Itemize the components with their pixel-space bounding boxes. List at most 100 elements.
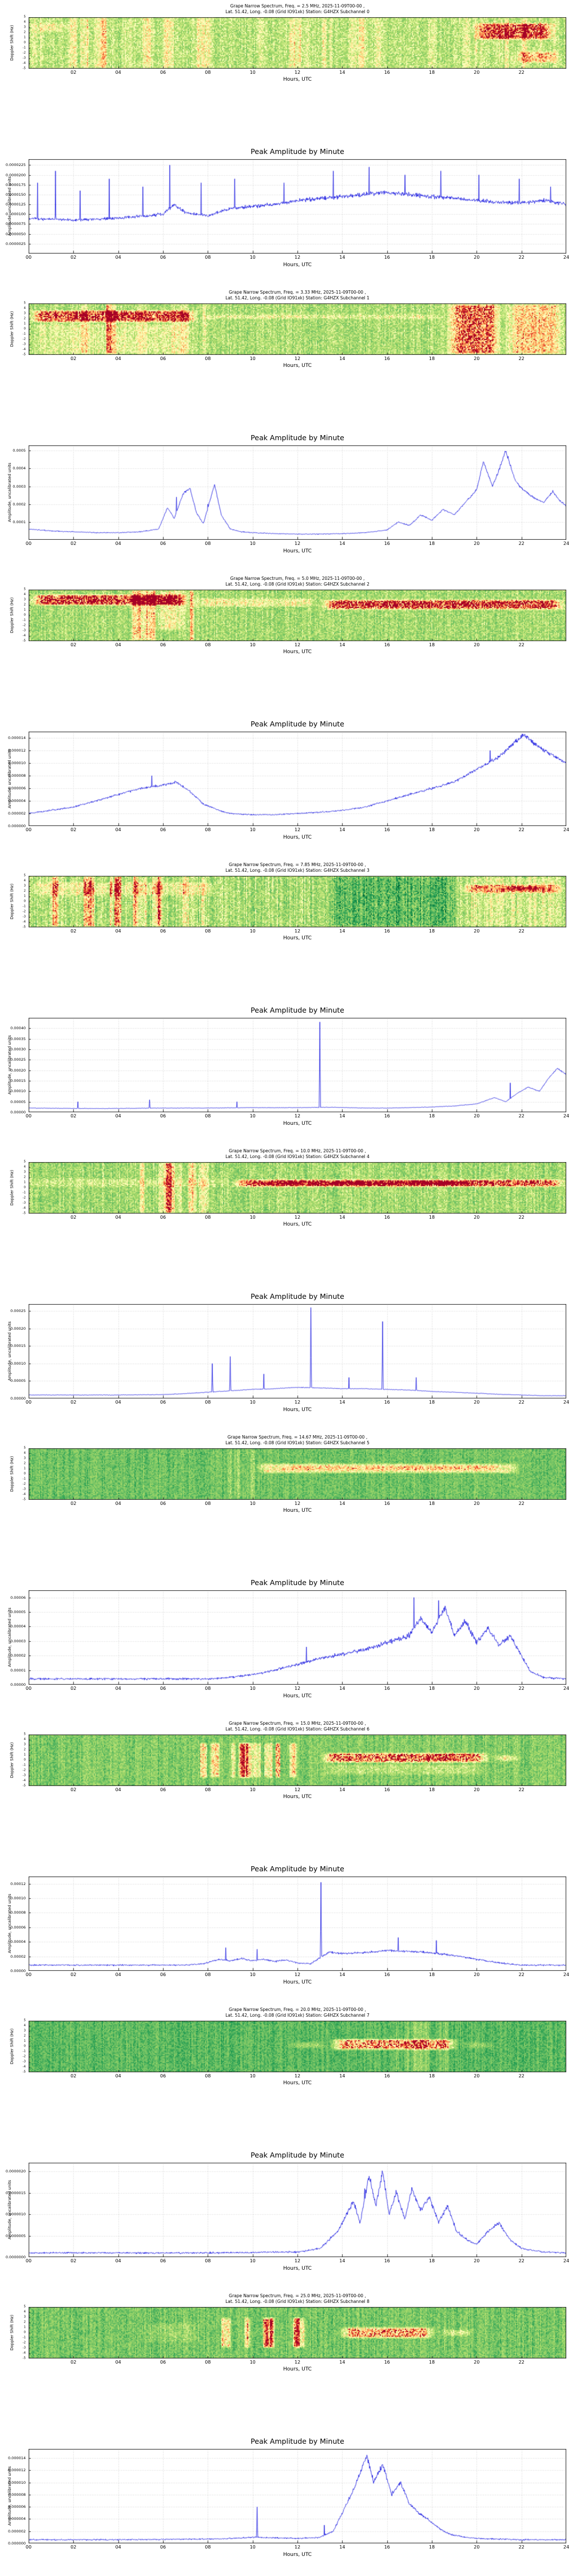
spectrogram-title-line1: Grape Narrow Spectrum, Freq. = 5.0 MHz, … [230,576,365,581]
amplitude-xtick-label: 22 [518,1972,525,1977]
spectrogram-xtick-label: 20 [474,929,480,934]
spectrogram-title: Grape Narrow Spectrum, Freq. = 5.0 MHz, … [29,576,566,587]
doppler-tick-label: -1 [22,46,26,50]
spectrogram-xtick-labels: 02 04 06 08 10 12 14 16 18 20 22 [29,643,566,649]
amplitude-tick-label: 0.00005 [10,1378,26,1384]
amplitude-xtick-label: 14 [339,1686,345,1691]
amplitude-tick-labels: 0.00000 0.00005 0.00010 0.00015 0.00020 0.000… [0,1304,27,1400]
amplitude-xtick-label: 12 [294,2258,301,2263]
subchannel-section: Grape Narrow Spectrum, Freq. = 5.0 MHz, … [0,572,572,859]
amplitude-tick-label: 0.0005 [13,448,26,453]
spectrogram-xtick-label: 18 [428,929,435,934]
amplitude-xtick-label: 22 [518,1400,525,1405]
amplitude-xtick-label: 08 [205,2258,211,2263]
doppler-tick-label: 1 [23,35,26,39]
amplitude-xtick-label: 22 [518,827,525,832]
spectrogram-xtick-label: 02 [70,1215,77,1220]
amplitude-tick-label: 0.00008 [10,1910,26,1915]
doppler-tick-label: 3 [23,2029,26,2033]
spectrogram-title-line1: Grape Narrow Spectrum, Freq. = 2.5 MHz, … [230,3,365,9]
spectrogram-xtick-labels: 02 04 06 08 10 12 14 16 18 20 22 [29,1215,566,1221]
amplitude-xtick-label: 20 [474,827,480,832]
doppler-tick-label: 2 [23,317,26,321]
doppler-tick-label: -1 [22,1191,26,1195]
amplitude-xtick-label: 00 [25,255,32,260]
spectrogram-xtick-label: 08 [205,70,211,75]
spectrogram-title-line1: Grape Narrow Spectrum, Freq. = 7.85 MHz,… [229,862,366,867]
amplitude-xtick-labels: 00 02 04 06 08 10 12 14 16 18 20 22 24 [26,827,570,833]
doppler-tick-label: 1 [23,1753,26,1757]
doppler-tick-label: 5 [23,587,26,591]
amplitude-xaxis-label: Hours, UTC [283,1980,312,1985]
amplitude-xtick-label: 16 [384,2545,390,2550]
doppler-tick-label: 1 [23,894,26,898]
spectrogram-xtick-label: 06 [160,2360,166,2365]
amplitude-xtick-label: 24 [563,541,570,546]
amplitude-xtick-label: 12 [294,255,301,260]
spectrogram-xtick-label: 20 [474,70,480,75]
amplitude-tick-label: 0.000014 [7,2455,26,2460]
spectrogram-xtick-label: 14 [339,70,345,75]
doppler-tick-label: -5 [22,1498,26,1502]
amplitude-xtick-label: 08 [205,2545,211,2550]
amplitude-tick-label: 0.00020 [10,1068,26,1073]
amplitude-xtick-label: 14 [339,827,345,832]
amplitude-xtick-labels: 00 02 04 06 08 10 12 14 16 18 20 22 24 [26,2545,569,2551]
amplitude-tick-labels: 0.0000000 0.0000005 0.0000010 0.0000015 0.00… [0,2163,27,2259]
amplitude-xtick-label: 20 [474,1686,480,1691]
amplitude-tick-labels: 0.00000 0.00005 0.00010 0.00015 0.00020 0.000… [0,1018,27,1114]
amplitude-tick-label: 0.00002 [10,1653,26,1658]
amplitude-tick-label: 0.0002 [13,501,26,507]
spectrogram-xtick-label: 18 [428,70,435,75]
spectrogram-xtick-label: 18 [428,642,435,647]
subchannel-section: Grape Narrow Spectrum, Freq. = 7.85 MHz,… [0,859,572,1145]
spectrogram-xtick-label: 22 [518,1787,525,1792]
spectrogram-figure: Grape Narrow Spectrum, Freq. = 2.5 MHz, … [0,0,572,143]
spectrogram-xtick-label: 22 [518,356,525,361]
doppler-tick-label: -3 [22,915,26,919]
doppler-tick-label: -4 [22,347,26,351]
subchannel-section: Grape Narrow Spectrum, Freq. = 14.67 MHz… [0,1431,572,1717]
subchannel-section: Grape Narrow Spectrum, Freq. = 20.0 MHz,… [0,2004,572,2290]
spectrogram-title-line2: Lat. 51.42, Long. -0.08 (Grid IO91xk) St… [225,1154,370,1160]
amplitude-tick-label: 0.00010 [10,1089,26,1094]
amplitude-tick-label: 0.000010 [7,2480,26,2485]
spectrogram-title-line2: Lat. 51.42, Long. -0.08 (Grid IO91xk) St… [225,868,370,874]
spectrogram-xtick-label: 12 [294,642,301,647]
spectrogram-xtick-label: 02 [70,642,77,647]
amplitude-xtick-label: 22 [518,1113,525,1119]
amplitude-figure: Peak Amplitude by Minute Amplitude, unca… [0,2433,572,2576]
amplitude-xtick-label: 18 [428,1686,435,1691]
spectrogram-title-line2: Lat. 51.42, Long. -0.08 (Grid IO91xk) St… [225,1440,370,1446]
spectrogram-xtick-labels: 02 04 06 08 10 12 14 16 18 20 22 [29,1502,566,1507]
amplitude-xtick-label: 20 [474,1400,480,1405]
doppler-tick-labels: 5 4 3 2 1 0 -1 -2 -3 -4 -5 [0,1733,27,1787]
amplitude-tick-label: 0.0000010 [5,2211,26,2217]
amplitude-xtick-label: 24 [563,827,570,832]
amplitude-xtick-label: 24 [563,1113,570,1119]
amplitude-xtick-label: 20 [474,541,480,546]
amplitude-tick-labels: 0.0001 0.0002 0.0003 0.0004 0.0005 [0,445,27,540]
spectrogram-title-line1: Grape Narrow Spectrum, Freq. = 25.0 MHz,… [229,2293,366,2298]
doppler-tick-label: 5 [23,2305,26,2309]
doppler-tick-label: 1 [23,322,26,326]
spectrogram-xtick-labels: 02 04 06 08 10 12 14 16 18 20 22 [29,2360,566,2366]
spectrogram-xtick-label: 10 [249,70,256,75]
amplitude-xtick-label: 14 [339,1400,345,1405]
amplitude-xtick-label: 04 [115,1972,121,1977]
spectrogram-xtick-label: 06 [160,929,166,934]
doppler-tick-label: 3 [23,1456,26,1460]
spectrogram-xaxis-label: Hours, UTC [283,1222,312,1227]
spectrogram-xtick-label: 02 [70,929,77,934]
amplitude-xtick-label: 16 [384,1686,390,1691]
spectrogram-xtick-label: 12 [294,929,301,934]
spectrogram-title-line1: Grape Narrow Spectrum, Freq. = 3.33 MHz,… [229,290,366,295]
amplitude-tick-label: 0.0000200 [5,172,26,177]
amplitude-xaxis-label: Hours, UTC [283,835,312,840]
spectrogram-xtick-label: 16 [384,356,390,361]
doppler-tick-label: 2 [23,603,26,607]
spectrogram-figure: Grape Narrow Spectrum, Freq. = 7.85 MHz,… [0,859,572,1002]
amplitude-xtick-label: 06 [160,255,166,260]
spectrogram-xtick-label: 06 [160,356,166,361]
amplitude-xtick-label: 00 [25,1972,32,1977]
